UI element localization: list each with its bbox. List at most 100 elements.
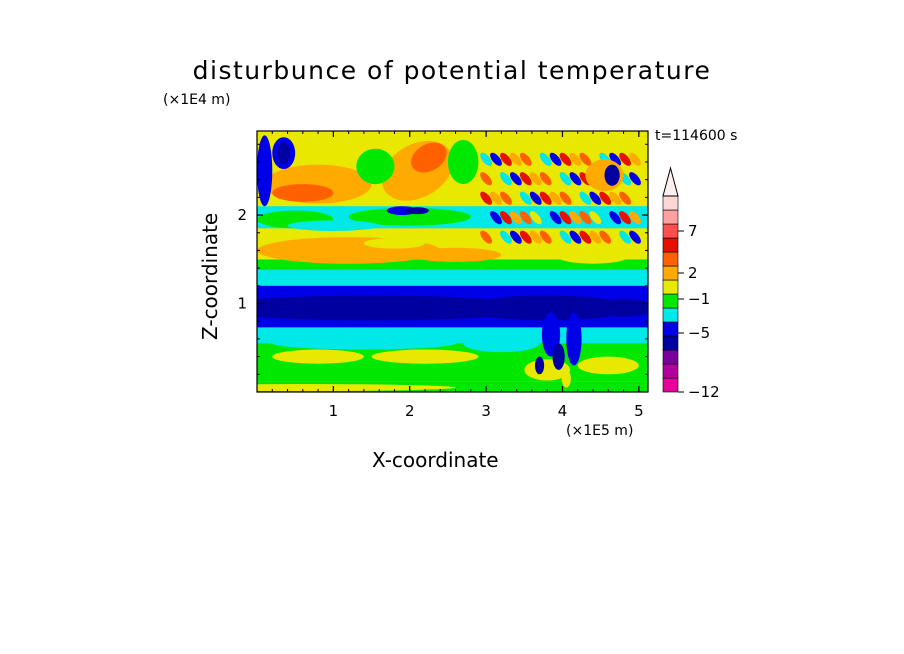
field-blob	[490, 152, 502, 166]
field-blob	[500, 191, 512, 205]
field-blob	[272, 337, 456, 350]
y-tick-label: 1	[237, 295, 247, 313]
field-blob	[579, 211, 592, 225]
colorbar-segment	[662, 307, 679, 323]
field-blob	[447, 139, 479, 185]
field-blob	[519, 211, 532, 225]
field-blob	[539, 191, 552, 205]
field-blob	[577, 356, 639, 375]
field-blob	[480, 172, 492, 186]
field-blob	[257, 135, 273, 207]
field-blob	[549, 230, 562, 244]
colorbar-label: 2	[688, 264, 698, 282]
field-blob	[589, 230, 602, 244]
x-tick-label: 5	[634, 402, 644, 420]
field-blob	[559, 211, 572, 225]
field-blob	[480, 152, 492, 166]
field-blob	[549, 191, 562, 205]
field-blob	[480, 211, 492, 225]
colorbar-segment	[662, 279, 679, 295]
field-blob	[629, 191, 641, 205]
y-axis-unit: (×1E4 m)	[163, 92, 231, 108]
field-blob	[500, 230, 512, 244]
field-blob	[509, 211, 522, 225]
field-blob	[629, 152, 641, 166]
field-blob	[539, 172, 552, 186]
colorbar-segment	[662, 195, 679, 211]
field-blob	[589, 211, 602, 225]
field-blob	[490, 211, 502, 225]
field-blob	[554, 246, 632, 264]
field-blob	[569, 230, 582, 244]
field-blob	[599, 191, 612, 205]
colorbar: 7 2 −1 −5 −12	[662, 166, 720, 401]
field-blob	[599, 211, 612, 225]
colorbar-segment	[662, 293, 679, 309]
field-blob	[569, 172, 582, 186]
field-blob	[257, 384, 456, 392]
field-blob	[619, 191, 631, 205]
colorbar-segment	[662, 377, 679, 393]
colorbar-segment	[662, 349, 679, 365]
field-blob	[599, 230, 612, 244]
plot-frame	[256, 130, 649, 393]
field-blob	[272, 184, 334, 202]
field-blob	[604, 164, 620, 186]
field-blob	[579, 230, 592, 244]
colorbar-label: 7	[688, 222, 698, 240]
x-axis-unit: (×1E5 m)	[566, 423, 634, 439]
field-blob	[579, 191, 592, 205]
field-blob	[549, 152, 562, 166]
chart-title: disturbunce of potential temperature	[192, 56, 712, 85]
field-blob	[569, 191, 582, 205]
field-blob	[519, 191, 532, 205]
field-blob	[519, 230, 532, 244]
field-blob	[490, 172, 502, 186]
field-blob	[529, 152, 542, 166]
colorbar-segment	[662, 251, 679, 267]
field-blob	[500, 211, 512, 225]
field-blob	[371, 349, 479, 364]
colorbar-segment	[662, 265, 679, 281]
colorbar-segment	[662, 335, 679, 351]
field-blob	[356, 148, 395, 185]
field-blob	[559, 191, 572, 205]
field-blob	[405, 207, 429, 215]
colorbar-label: −1	[688, 290, 710, 308]
field-blob	[619, 211, 631, 225]
field-blob	[539, 230, 552, 244]
field-blob	[277, 142, 290, 164]
field-blob	[529, 230, 542, 244]
colorbar-segment	[662, 223, 679, 239]
field-blob	[348, 207, 471, 226]
x-axis-label: X-coordinate	[372, 448, 499, 472]
field-blob	[559, 152, 572, 166]
colorbar-segment	[662, 363, 679, 379]
field-blob	[589, 191, 602, 205]
field-blob	[629, 172, 641, 186]
x-axis: 1 2 3 4 5	[271, 131, 644, 420]
field-blob	[619, 230, 631, 244]
field-band	[257, 269, 648, 286]
colorbar-segment	[662, 209, 679, 225]
field-blob	[490, 230, 502, 244]
field-blob	[570, 269, 624, 285]
field-blob	[500, 172, 512, 186]
field-blob	[534, 356, 545, 375]
field-blob	[552, 343, 565, 370]
field-blob	[411, 142, 447, 173]
field-blob	[272, 349, 364, 364]
field-blob	[549, 172, 562, 186]
field-blob	[569, 211, 582, 225]
temperature-field	[257, 131, 648, 392]
field-blob	[257, 295, 540, 321]
field-blob	[629, 230, 641, 244]
field-blob	[549, 211, 562, 225]
field-band	[257, 259, 648, 270]
field-blob	[529, 172, 542, 186]
field-blob	[480, 230, 492, 244]
field-blob	[609, 211, 622, 225]
field-blob	[463, 295, 632, 321]
y-tick-label: 2	[237, 206, 247, 224]
